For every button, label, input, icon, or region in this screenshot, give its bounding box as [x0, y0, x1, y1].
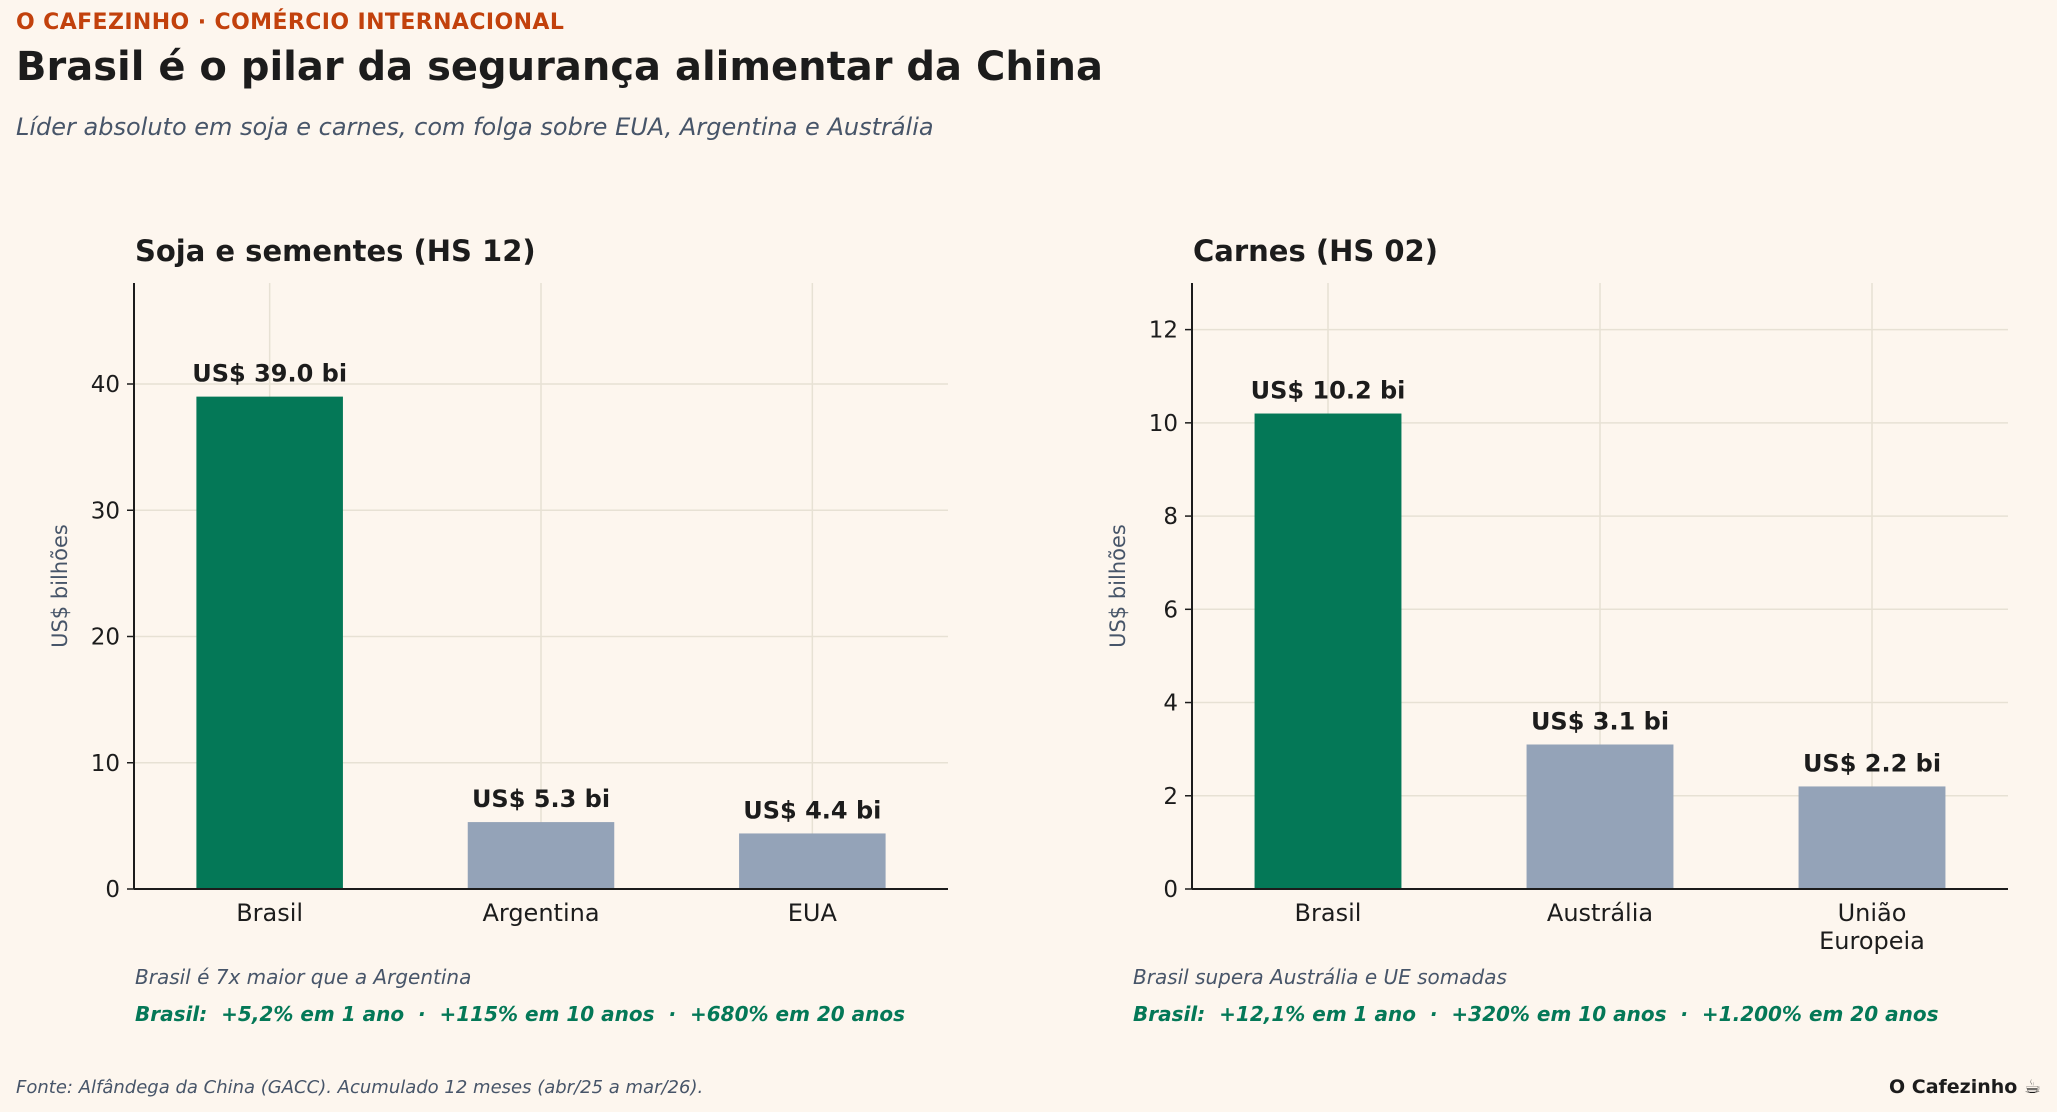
- x-tick-label-line: EUA: [788, 899, 838, 927]
- page-subtitle: Líder absoluto em soja e carnes, com fol…: [16, 113, 934, 141]
- x-tick-label: Brasil: [236, 899, 303, 927]
- brand-label: O Cafezinho ☕: [1888, 1076, 2041, 1098]
- bar-soja-0: [196, 396, 343, 889]
- y-tick-label: 10: [1149, 411, 1178, 437]
- page-title: Brasil é o pilar da segurança alimentar …: [16, 44, 1103, 90]
- chart-title-soja: Soja e sementes (HS 12): [135, 234, 536, 268]
- x-tick-label: União Europeia: [1819, 899, 1925, 955]
- bar-soja-1: [467, 822, 615, 889]
- x-tick-label-line: Brasil: [236, 899, 303, 927]
- data-label: US$ 39.0 bi: [192, 360, 347, 388]
- x-tick-label: Brasil: [1295, 899, 1362, 927]
- y-tick-label: 0: [1163, 877, 1178, 903]
- x-tick-label: EUA: [788, 899, 838, 927]
- x-tick-label-line: União: [1838, 899, 1907, 927]
- data-label: US$ 5.3 bi: [472, 785, 610, 813]
- y-axis-label: US$ bilhões: [48, 524, 72, 648]
- data-label: US$ 10.2 bi: [1251, 377, 1406, 405]
- y-tick-label: 10: [91, 751, 120, 777]
- y-tick-label: 0: [105, 877, 120, 903]
- x-tick-label: Argentina: [482, 899, 599, 927]
- chart-title-carnes: Carnes (HS 02): [1193, 234, 1438, 268]
- y-tick-label: 12: [1149, 318, 1178, 344]
- source-note: Fonte: Alfândega da China (GACC). Acumul…: [16, 1077, 704, 1098]
- data-label: US$ 2.2 bi: [1803, 749, 1941, 777]
- chart-note-carnes: Brasil supera Austrália e UE somadas: [1133, 965, 1507, 989]
- bar-carnes-1: [1526, 744, 1674, 889]
- chart-note-soja: Brasil é 7x maior que a Argentina: [135, 965, 472, 989]
- y-axis-label: US$ bilhões: [1106, 524, 1130, 648]
- data-label: US$ 4.4 bi: [743, 796, 881, 824]
- y-tick-label: 40: [91, 372, 120, 398]
- y-tick-label: 20: [91, 625, 120, 651]
- x-tick-label-line: Argentina: [482, 899, 599, 927]
- chart-growth-soja: Brasil: +5,2% em 1 ano · +115% em 10 ano…: [135, 1002, 906, 1026]
- bar-carnes-0: [1254, 413, 1402, 889]
- y-tick-label: 30: [91, 498, 120, 524]
- y-tick-label: 2: [1163, 784, 1178, 810]
- y-tick-label: 8: [1163, 504, 1178, 530]
- x-tick-label-line: Brasil: [1295, 899, 1362, 927]
- chart-growth-carnes: Brasil: +12,1% em 1 ano · +320% em 10 an…: [1133, 1002, 1939, 1026]
- y-tick-label: 4: [1163, 691, 1178, 717]
- x-tick-label-line: Austrália: [1547, 899, 1653, 927]
- x-tick-label: Austrália: [1547, 899, 1653, 927]
- kicker: O CAFEZINHO · COMÉRCIO INTERNACIONAL: [16, 10, 565, 35]
- bar-carnes-2: [1798, 786, 1946, 889]
- x-tick-label-line: Europeia: [1819, 927, 1925, 955]
- y-tick-label: 6: [1163, 597, 1178, 623]
- bar-soja-2: [739, 833, 886, 889]
- data-label: US$ 3.1 bi: [1531, 707, 1669, 735]
